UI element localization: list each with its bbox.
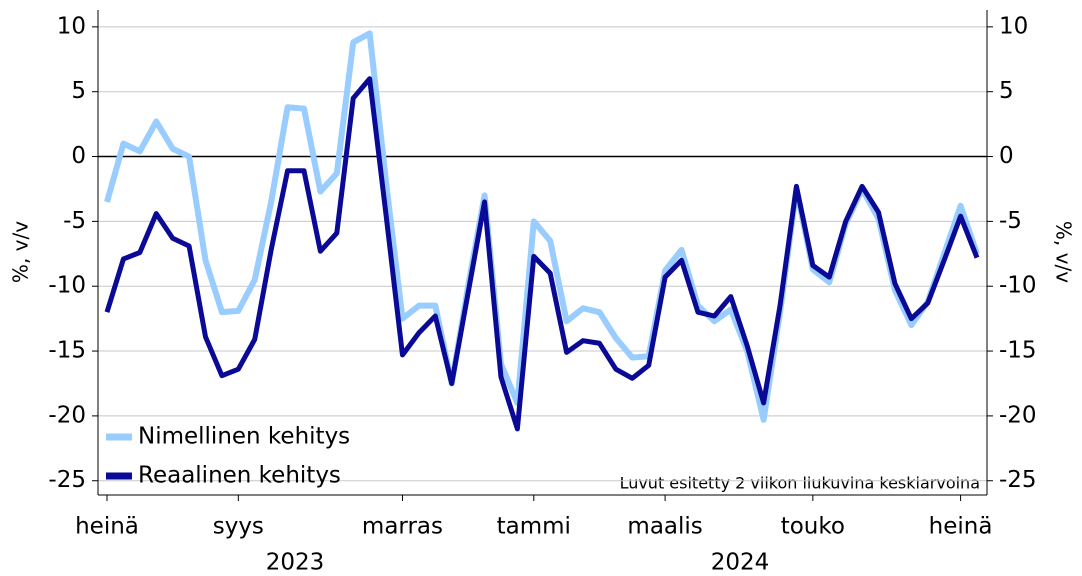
- y-tick-label: 10: [57, 13, 86, 39]
- y2-tick-label: -20: [999, 402, 1037, 428]
- y-tick-label: -25: [48, 467, 86, 493]
- y-tick-label: -10: [48, 273, 86, 299]
- y-axis-label: %, v/v: [9, 221, 33, 283]
- legend-label: Reaalinen kehitys: [138, 463, 341, 489]
- y2-tick-label: -15: [999, 338, 1037, 364]
- y-tick-label: -5: [63, 208, 86, 234]
- x-tick-label: touko: [781, 514, 845, 540]
- x-tick-label: syys: [213, 514, 264, 540]
- x-tick-label: tammi: [497, 514, 571, 540]
- y-tick-label: -20: [48, 402, 86, 428]
- y2-tick-label: 10: [999, 13, 1028, 39]
- y-tick-label: 5: [71, 78, 86, 104]
- year-label: 2024: [711, 550, 770, 576]
- annotation: Luvut esitetty 2 viikon liukuvina keskia…: [620, 474, 980, 493]
- y2-tick-label: -5: [999, 208, 1022, 234]
- x-tick-label: heinä: [75, 514, 139, 540]
- y2-axis-label: %, v/v: [1052, 221, 1076, 283]
- y-tick-label: 0: [71, 143, 86, 169]
- y2-tick-label: 0: [999, 143, 1014, 169]
- y2-tick-label: -25: [999, 467, 1037, 493]
- x-tick-label: marras: [362, 514, 443, 540]
- y2-tick-label: -10: [999, 273, 1037, 299]
- x-tick-label: heinä: [929, 514, 993, 540]
- legend-label: Nimellinen kehitys: [138, 424, 350, 450]
- y2-tick-label: 5: [999, 78, 1014, 104]
- year-label: 2023: [266, 550, 325, 576]
- y-tick-label: -15: [48, 338, 86, 364]
- x-tick-label: maalis: [627, 514, 702, 540]
- series-line: [104, 76, 980, 432]
